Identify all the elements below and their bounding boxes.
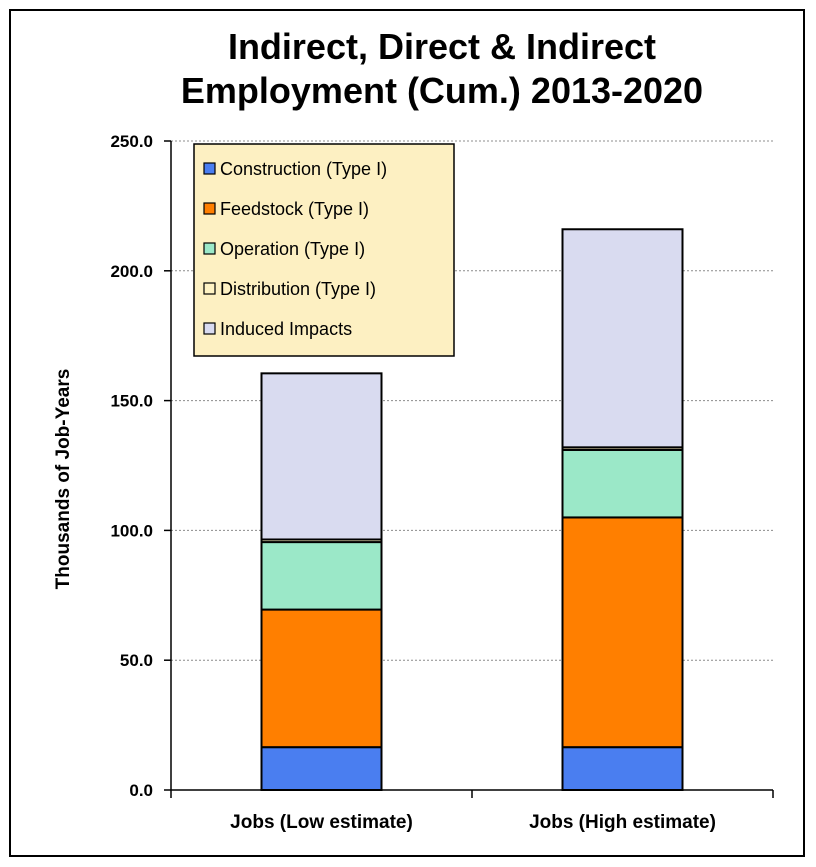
y-axis-tick-labels: 0.0 50.0 100.0 150.0 200.0 250.0 [110,132,153,800]
chart-title-line-2: Employment (Cum.) 2013-2020 [181,70,703,111]
y-axis-title: Thousands of Job-Years [53,369,74,590]
y-tick-label: 0.0 [129,781,153,800]
legend-label: Operation (Type I) [220,239,365,259]
bar-segment-operation-type-i [561,448,684,519]
stacked-bar-chart: Indirect, Direct & Indirect Employment (… [53,26,774,833]
bars [260,228,684,792]
chart-title: Indirect, Direct & Indirect Employment (… [181,26,703,111]
legend: Construction (Type I) Feedstock (Type I) O… [193,143,455,357]
y-tick-label: 250.0 [110,132,153,151]
bar-segment-construction-type-i [561,746,684,792]
bar-segment-induced-impacts [561,228,684,449]
bar-segment-construction-type-i [260,746,383,792]
legend-swatch [203,202,216,215]
legend-swatch [203,162,216,175]
y-tick-label: 50.0 [120,651,153,670]
bar-segment-feedstock-type-i [260,608,383,749]
x-category-label: Jobs (High estimate) [529,812,716,833]
chart-title-line-1: Indirect, Direct & Indirect [228,26,656,67]
legend-label: Construction (Type I) [220,159,387,179]
legend-swatch [203,242,216,255]
chart-frame: Indirect, Direct & Indirect Employment (… [9,9,805,857]
axes [164,140,774,798]
legend-label: Feedstock (Type I) [220,199,369,219]
y-tick-label: 100.0 [110,521,153,540]
y-tick-label: 200.0 [110,262,153,281]
bar-segment-induced-impacts [260,372,383,541]
legend-label: Distribution (Type I) [220,279,376,299]
legend-swatch [203,282,216,295]
x-category-label: Jobs (Low estimate) [230,812,413,833]
y-tick-label: 150.0 [110,392,153,411]
x-axis-category-labels: Jobs (Low estimate) Jobs (High estimate) [230,812,716,833]
legend-box [193,143,455,357]
legend-label: Induced Impacts [220,319,352,339]
bar-segment-operation-type-i [260,541,383,611]
bar-segment-feedstock-type-i [561,516,684,749]
legend-swatch [203,322,216,335]
